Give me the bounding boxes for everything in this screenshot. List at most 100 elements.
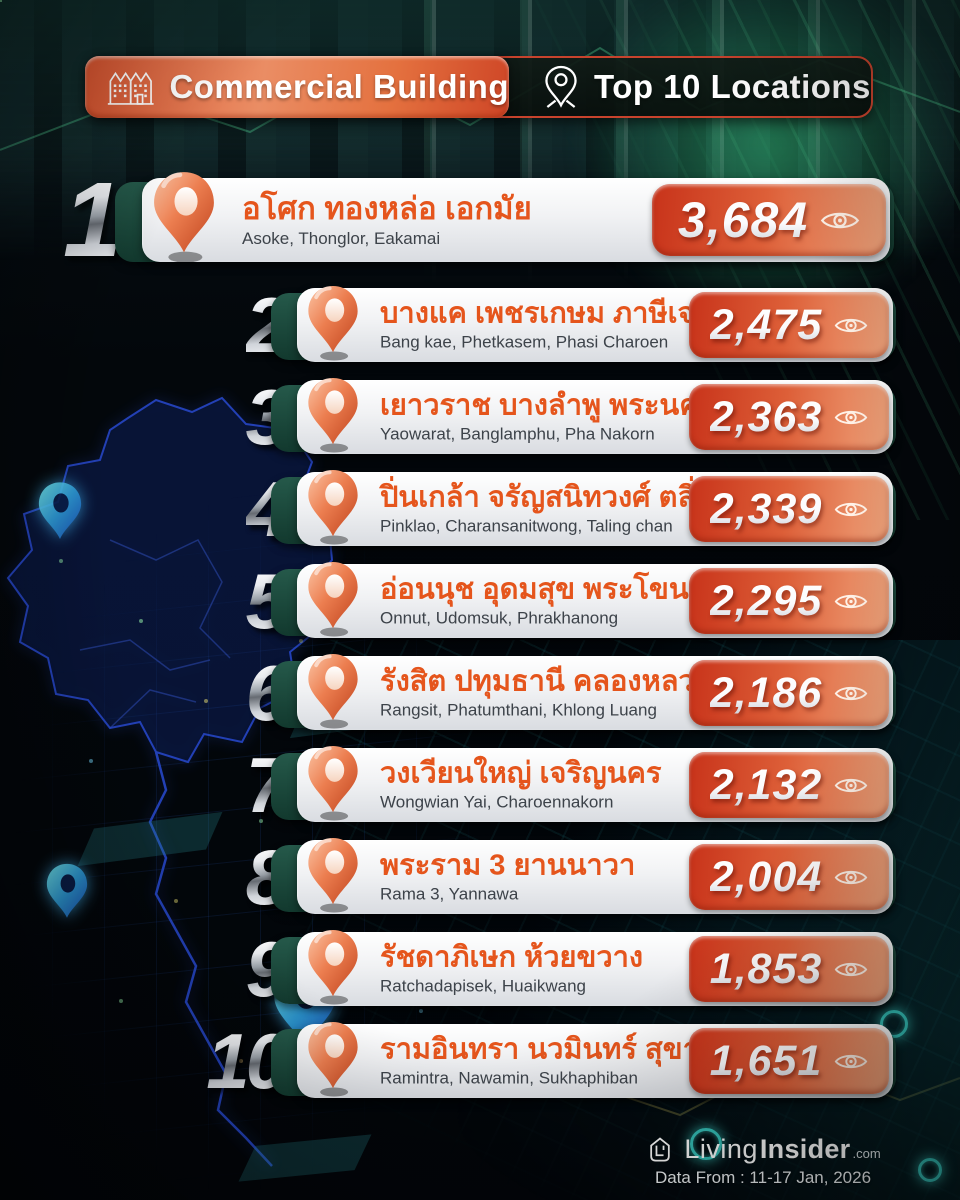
brand-tld: .com (852, 1146, 881, 1161)
location-name-english: Ramintra, Nawamin, Sukhaphiban (380, 1068, 638, 1088)
views-badge: 2,363 (689, 384, 889, 450)
location-pin-icon (150, 165, 218, 269)
eye-icon (834, 1051, 868, 1072)
location-pin-icon (305, 925, 361, 1009)
views-badge: 2,132 (689, 752, 889, 818)
rank-row-5: 5 อ่อนนุช อุดมสุข พระโขนง Onnut, Udomsuk… (0, 564, 960, 640)
location-names: วงเวียนใหญ่ เจริญนคร Wongwian Yai, Charo… (380, 757, 662, 812)
rank-number: 8 (245, 833, 289, 921)
eye-icon (834, 407, 868, 428)
location-names: อโศก ทองหล่อ เอกมัย Asoke, Thonglor, Eak… (242, 191, 532, 249)
location-name-english: Bang kae, Phetkasem, Phasi Charoen (380, 332, 669, 352)
eye-icon (834, 959, 868, 980)
eye-icon (834, 683, 868, 704)
rank-row-7: 7 วงเวียนใหญ่ เจริญนคร Wongwian Yai, Cha… (0, 748, 960, 824)
bg-circuit-board (300, 640, 960, 1200)
views-count: 2,186 (709, 668, 823, 717)
rank-row-8: 8 พระราม 3 ยานนาวา Rama 3, Yannawa 2,004 (0, 840, 960, 916)
views-badge: 3,684 (652, 184, 886, 256)
location-names: ปิ่นเกล้า จรัญสนิทวงศ์ ตลิ่งชัน Pinklao,… (380, 481, 749, 536)
bg-thailand-map (6, 396, 334, 1167)
category-label: Commercial Building (169, 68, 509, 105)
rank-row-3: 3 เยาวราช บางลำพู พระนคร Yaowarat, Bangl… (0, 380, 960, 456)
views-badge: 2,186 (689, 660, 889, 726)
rank-row-1: 1 อโศก ทองหล่อ เอกมัย Asoke, Thonglor, E… (0, 167, 960, 273)
ranking-list: 1 อโศก ทองหล่อ เอกมัย Asoke, Thonglor, E… (0, 167, 960, 1116)
rank-number: 7 (245, 741, 289, 829)
eye-icon (834, 867, 868, 888)
location-name-english: Yaowarat, Banglamphu, Pha Nakorn (380, 424, 655, 444)
rank-number: 1 (63, 161, 122, 279)
location-name-thai: รังสิต ปทุมธานี คลองหลวง (380, 665, 709, 698)
location-name-thai: อโศก ทองหล่อ เอกมัย (242, 191, 532, 227)
views-count: 2,295 (709, 576, 823, 625)
rank-number: 6 (245, 649, 289, 737)
views-badge: 2,295 (689, 568, 889, 634)
brand-insider: Insider (759, 1134, 851, 1164)
location-pin-icon (545, 65, 577, 108)
location-pin-icon (305, 281, 361, 365)
views-badge: 2,339 (689, 476, 889, 542)
header: Top 10 Locations Commercial Building (85, 56, 873, 118)
views-count: 1,853 (709, 944, 823, 993)
location-pin-icon (305, 1017, 361, 1101)
rank-number: 3 (245, 373, 289, 461)
footer: Living Insider .com Data From : 11-17 Ja… (628, 1134, 898, 1188)
rank-number: 2 (245, 281, 289, 369)
location-name-english: Rama 3, Yannawa (380, 884, 519, 904)
location-names: เยาวราช บางลำพู พระนคร Yaowarat, Banglam… (380, 389, 714, 444)
views-count: 1,651 (709, 1036, 823, 1085)
rank-number: 10 (206, 1017, 289, 1105)
location-pin-icon (305, 557, 361, 641)
rank-number: 9 (245, 925, 289, 1013)
eye-icon (834, 775, 868, 796)
rank-row-2: 2 บางแค เพชรเกษม ภาษีเจริญ Bang kae, Phe… (0, 288, 960, 364)
location-name-english: Asoke, Thonglor, Eakamai (242, 228, 441, 248)
location-name-english: Rangsit, Phatumthani, Khlong Luang (380, 700, 657, 720)
location-pin-icon (305, 741, 361, 825)
views-count: 2,132 (709, 760, 823, 809)
location-pin-icon (305, 649, 361, 733)
location-name-thai: วงเวียนใหญ่ เจริญนคร (380, 757, 662, 790)
location-name-english: Onnut, Udomsuk, Phrakhanong (380, 608, 619, 628)
location-name-thai: เยาวราช บางลำพู พระนคร (380, 389, 715, 422)
eye-icon (834, 499, 868, 520)
views-badge: 1,853 (689, 936, 889, 1002)
location-names: อ่อนนุช อุดมสุข พระโขนง Onnut, Udomsuk, … (380, 573, 703, 628)
rank-row-4: 4 ปิ่นเกล้า จรัญสนิทวงศ์ ตลิ่งชัน Pinkla… (0, 472, 960, 548)
rank-number: 4 (245, 465, 289, 553)
bg-circuit-node (918, 1158, 942, 1182)
page-title: Top 10 Locations (594, 68, 871, 105)
location-pin-icon (305, 833, 361, 917)
location-name-thai: พระราม 3 ยานนาวา (380, 849, 636, 882)
location-names: รัชดาภิเษก ห้วยขวาง Ratchadapisek, Huaik… (380, 941, 643, 996)
location-pin-icon (305, 373, 361, 457)
eye-icon (834, 315, 868, 336)
brand-logo: Living Insider .com (645, 1134, 881, 1165)
views-count: 2,339 (709, 484, 823, 533)
header-title-badge: Top 10 Locations (515, 56, 873, 118)
rank-number: 5 (245, 557, 289, 645)
location-names: พระราม 3 ยานนาวา Rama 3, Yannawa (380, 849, 635, 904)
views-count: 3,684 (677, 192, 809, 248)
building-icon (107, 71, 154, 105)
location-names: บางแค เพชรเกษม ภาษีเจริญ Bang kae, Phetk… (380, 297, 735, 352)
location-name-thai: รัชดาภิเษก ห้วยขวาง (380, 941, 644, 974)
views-count: 2,475 (709, 300, 823, 349)
views-badge: 1,651 (689, 1028, 889, 1094)
livinginsider-house-icon (650, 1136, 671, 1161)
location-name-thai: บางแค เพชรเกษม ภาษีเจริญ (380, 297, 735, 330)
location-pin-icon (305, 465, 361, 549)
rank-row-9: 9 รัชดาภิเษก ห้วยขวาง Ratchadapisek, Hua… (0, 932, 960, 1008)
location-name-english: Pinklao, Charansanitwong, Taling chan (380, 516, 673, 536)
header-category-badge: Commercial Building (85, 56, 509, 118)
bg-map-dots (0, 0, 2, 2)
location-name-thai: อ่อนนุช อุดมสุข พระโขนง (380, 573, 703, 606)
views-count: 2,363 (709, 392, 823, 441)
rank-row-6: 6 รังสิต ปทุมธานี คลองหลวง Rangsit, Phat… (0, 656, 960, 732)
location-name-thai: ปิ่นเกล้า จรัญสนิทวงศ์ ตลิ่งชัน (380, 481, 749, 514)
eye-icon (820, 208, 860, 233)
views-badge: 2,004 (689, 844, 889, 910)
location-name-english: Ratchadapisek, Huaikwang (380, 976, 587, 996)
